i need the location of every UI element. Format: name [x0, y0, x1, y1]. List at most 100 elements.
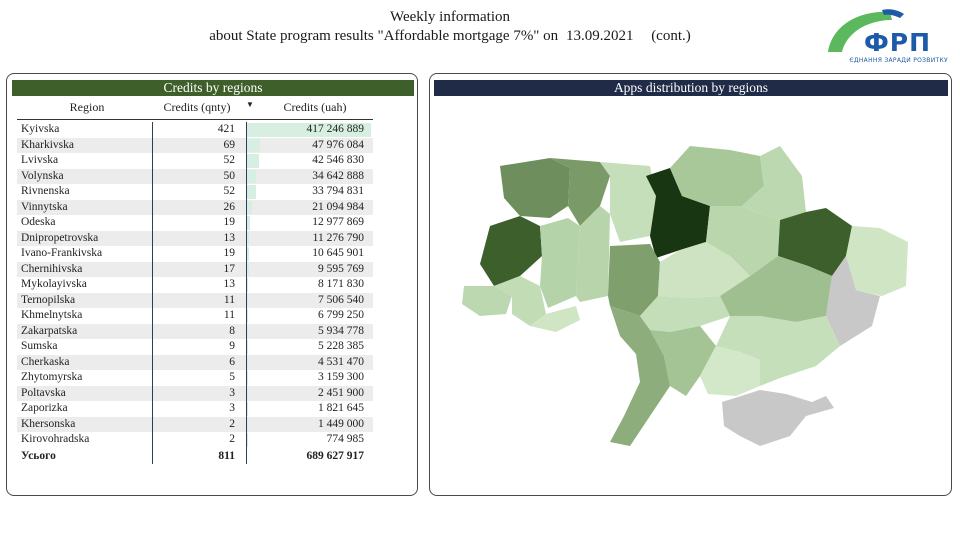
- row-uah: 33 794 831: [312, 185, 364, 197]
- row-qnty: 5: [229, 371, 235, 383]
- column-header-qnty[interactable]: Credits (qnty): [163, 100, 231, 114]
- header-cont: (cont.): [651, 28, 691, 44]
- row-qnty: 3: [229, 402, 235, 414]
- credits-panel-title: Credits by regions: [12, 80, 414, 96]
- table-row[interactable]: Zhytomyrska 5 3 159 300: [17, 370, 373, 386]
- map-panel: Apps distribution by regions: [429, 73, 952, 496]
- map-region-donetska: [826, 256, 880, 346]
- fpp-logo: ФРП ЄДНАННЯ ЗАРАДИ РОЗВИТКУ: [824, 6, 948, 68]
- row-value-bar: [246, 309, 249, 323]
- column-header-uah[interactable]: Credits (uah): [283, 100, 347, 114]
- map-region-sumska: [742, 146, 806, 220]
- row-qnty: 421: [217, 123, 235, 135]
- map-region-cherkaska: [658, 242, 750, 298]
- table-row[interactable]: Volynska 50 34 642 888: [17, 168, 373, 184]
- table-row[interactable]: Kyivska 421 417 246 889: [17, 122, 373, 138]
- row-uah: 9 595 769: [318, 262, 364, 275]
- row-value-bar: [246, 154, 259, 168]
- map-region-zaporizka: [716, 316, 840, 386]
- table-row[interactable]: Mykolayivska 13 8 171 830: [17, 277, 373, 293]
- row-uah: 1 449 000: [318, 417, 364, 430]
- table-row[interactable]: Odeska 19 12 977 869: [17, 215, 373, 231]
- row-qnty: 6: [229, 355, 235, 368]
- row-uah: 42 546 830: [312, 154, 364, 166]
- row-region: Kirovohradska: [21, 433, 90, 445]
- total-qnty: 811: [218, 449, 235, 462]
- table-row[interactable]: Kharkivska 69 47 976 084: [17, 137, 373, 153]
- credits-panel: Credits by regions Region Credits (qnty)…: [6, 73, 418, 496]
- row-uah: 5 228 385: [318, 340, 364, 352]
- row-value-bar: [246, 123, 371, 137]
- column-header-region[interactable]: Region: [69, 100, 105, 114]
- table-row[interactable]: Ivano-Frankivska 19 10 645 901: [17, 246, 373, 262]
- row-region: Rivnenska: [21, 185, 70, 197]
- row-qnty: 50: [223, 169, 236, 182]
- map-region-khmelnytska: [576, 206, 610, 302]
- column-divider: [246, 122, 247, 464]
- map-region-zakarpatska: [462, 286, 512, 316]
- row-qnty: 8: [229, 324, 235, 337]
- row-value-bar: [246, 293, 249, 307]
- row-qnty: 19: [223, 216, 236, 228]
- row-region: Zaporizka: [21, 402, 68, 414]
- table-row[interactable]: Zakarpatska 8 5 934 778: [17, 323, 373, 339]
- map-region-poltavska: [706, 206, 780, 276]
- row-qnty: 52: [223, 154, 236, 166]
- row-region: Dnipropetrovska: [21, 231, 99, 244]
- row-region: Vinnytska: [21, 200, 68, 213]
- ukraine-regions-map: [462, 146, 908, 446]
- row-qnty: 2: [229, 417, 235, 430]
- row-qnty: 13: [223, 231, 236, 244]
- row-uah: 21 094 984: [312, 200, 364, 213]
- row-uah: 34 642 888: [312, 169, 364, 182]
- row-value-bar: [246, 355, 248, 369]
- row-value-bar: [246, 262, 249, 276]
- total-label: Усього: [21, 449, 56, 462]
- table-row[interactable]: Cherkaska 6 4 531 470: [17, 354, 373, 370]
- row-region: Lvivska: [21, 154, 59, 166]
- row-qnty: 11: [223, 293, 235, 306]
- table-row[interactable]: Vinnytska 26 21 094 984: [17, 199, 373, 215]
- row-region: Volynska: [21, 169, 64, 182]
- map-region-mykolayivska: [650, 326, 716, 396]
- row-region: Chernihivska: [21, 262, 83, 275]
- row-value-bar: [246, 417, 248, 431]
- table-row[interactable]: Rivnenska 52 33 794 831: [17, 184, 373, 200]
- row-qnty: 3: [229, 386, 235, 399]
- row-value-bar: [246, 371, 248, 385]
- row-uah: 10 645 901: [312, 247, 364, 259]
- table-row[interactable]: Ternopilska 11 7 506 540: [17, 292, 373, 308]
- row-qnty: 2: [229, 433, 235, 445]
- row-value-bar: [246, 386, 248, 400]
- row-value-bar: [246, 169, 257, 183]
- table-row[interactable]: Dnipropetrovska 13 11 276 790: [17, 230, 373, 246]
- header-subtitle: about State program results "Affordable …: [150, 27, 750, 46]
- map-region-dnipropetrovska: [720, 256, 832, 322]
- row-region: Zakarpatska: [21, 324, 78, 337]
- table-row[interactable]: Lvivska 52 42 546 830: [17, 153, 373, 169]
- row-uah: 2 451 900: [318, 386, 364, 399]
- table-row[interactable]: Zaporizka 3 1 821 645: [17, 401, 373, 417]
- sort-desc-icon[interactable]: ▼: [246, 100, 254, 109]
- table-row[interactable]: Chernihivska 17 9 595 769: [17, 261, 373, 277]
- row-uah: 12 977 869: [312, 216, 364, 228]
- table-row[interactable]: Poltavska 3 2 451 900: [17, 385, 373, 401]
- map-region-lvivska: [480, 216, 542, 286]
- map-region-zhytomyrska: [600, 162, 656, 242]
- table-row[interactable]: Khmelnytska 11 6 799 250: [17, 308, 373, 324]
- credits-table-body: Kyivska 421 417 246 889 Kharkivska 69 47 976 …: [17, 122, 373, 464]
- table-total-row: Усього 811 689 627 917: [17, 448, 373, 464]
- row-qnty: 17: [223, 262, 236, 275]
- table-row[interactable]: Kirovohradska 2 774 985: [17, 432, 373, 448]
- map-panel-title: Apps distribution by regions: [434, 80, 948, 96]
- logo-slogan: ЄДНАННЯ ЗАРАДИ РОЗВИТКУ: [849, 57, 948, 64]
- map-region-luhanska: [846, 226, 908, 296]
- row-uah: 5 934 778: [318, 324, 364, 337]
- table-row[interactable]: Sumska 9 5 228 385: [17, 339, 373, 355]
- row-uah: 1 821 645: [318, 402, 364, 414]
- header-date: 13.09.2021: [565, 28, 634, 44]
- row-value-bar: [246, 324, 248, 338]
- row-value-bar: [246, 216, 250, 230]
- row-value-bar: [246, 138, 261, 152]
- table-row[interactable]: Khersonska 2 1 449 000: [17, 416, 373, 432]
